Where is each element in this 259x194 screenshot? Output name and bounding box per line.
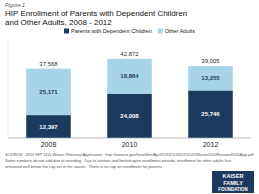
x-tick-label: 2008 [41,141,57,148]
logo-text: KAISER [223,173,244,179]
logo-text: FAMILY [223,180,243,186]
legend-label: Parents with Dependent Children [71,28,152,34]
bar-segment [107,59,152,94]
data-label: 25,171 [39,89,58,95]
bar-segment [26,69,71,115]
bar-segment [107,94,152,138]
bars [26,59,233,138]
source-note: Some numbers do not add due to rounding.… [5,158,231,163]
source-note: SOURCE: 2013 HIP 1115 Waiver Renewal App… [5,152,254,157]
data-labels: 12,397 25,171 37,568 24,008 18,864 42,872 25,7… [39,51,220,130]
logo-box [212,171,254,193]
legend-label: Other Adults [165,28,196,34]
bar-segment [188,66,233,90]
data-label: 12,397 [39,124,58,130]
subtitle: and Other Adults, 2008 - 2012 [5,18,112,27]
chart: Figure 1HIP Enrollment of Parents with D… [0,0,259,194]
figure-label: Figure 1 [5,2,25,8]
legend-swatch [64,29,69,34]
y-axis-line [8,42,9,138]
total-label: 39,005 [201,58,220,64]
bar-segment [26,115,71,138]
source-note: remained well below the cap set in the w… [5,164,163,169]
logo-text: FOUNDATION [218,187,248,192]
data-label: 13,255 [201,75,220,81]
legend: Parents with Dependent Children Other Adu… [64,28,195,34]
data-label: 25,746 [201,111,220,117]
title: HIP Enrollment of Parents with Dependent… [5,9,187,18]
bar-segment [188,90,233,138]
x-axis-line [8,138,251,139]
data-label: 24,008 [120,113,139,119]
x-tick-label: 2010 [122,141,138,148]
total-label: 37,568 [39,61,58,67]
x-tick-label: 2012 [203,141,219,148]
total-label: 42,872 [120,51,139,57]
legend-swatch [158,29,163,34]
data-label: 18,864 [120,73,139,79]
